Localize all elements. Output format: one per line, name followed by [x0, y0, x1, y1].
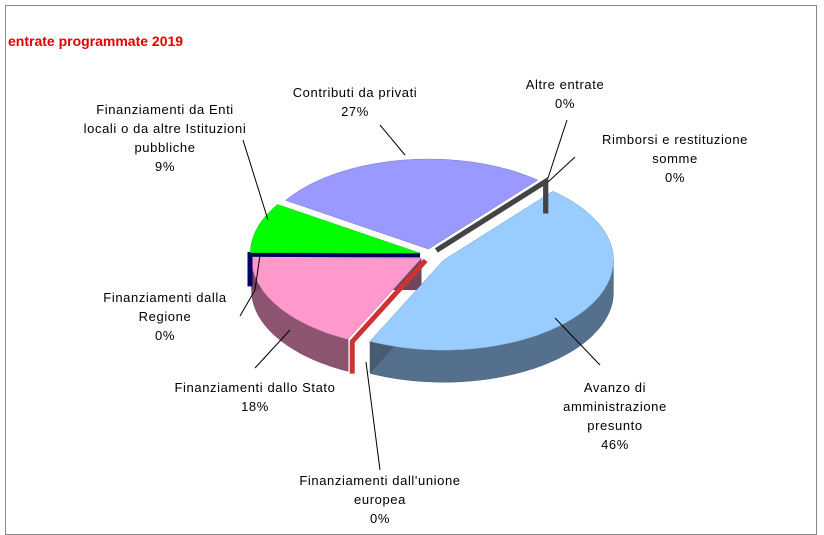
slice — [369, 191, 614, 351]
leader-line — [254, 329, 291, 369]
slice — [285, 158, 539, 250]
leader-line — [547, 156, 576, 183]
slice — [251, 257, 423, 340]
label-value: 0% — [155, 328, 175, 343]
slice-label: Finanziamenti dall'unione europea 0% — [295, 471, 465, 528]
label-value: 27% — [341, 104, 369, 119]
label-name: Finanziamenti dalla Regione — [103, 290, 227, 324]
label-name: Rimborsi e restituzione somme — [601, 132, 748, 166]
label-value: 46% — [601, 437, 629, 452]
leader-line — [365, 361, 381, 471]
slice-label: Finanziamenti da Enti locali o da altre … — [83, 100, 248, 176]
leader-line — [242, 139, 269, 221]
slice-label: Rimborsi e restituzione somme 0% — [600, 130, 750, 187]
label-name: Finanziamenti da Enti locali o da altre … — [83, 102, 247, 155]
label-name: Contributi da privati — [292, 85, 418, 100]
leader-line — [547, 119, 568, 179]
label-name: Finanziamenti dallo Stato — [174, 380, 336, 395]
slice-label: Avanzo di amministrazione presunto 46% — [545, 378, 685, 454]
chart-title: entrate programmate 2019 — [8, 33, 184, 49]
leader-line — [239, 254, 261, 317]
slice-zero — [247, 251, 421, 287]
slice-label: Altre entrate 0% — [500, 75, 630, 113]
slice — [250, 204, 421, 254]
slice-label: Finanziamenti dallo Stato 18% — [173, 378, 338, 416]
label-value: 9% — [155, 159, 175, 174]
slice-zero — [349, 258, 428, 374]
label-name: Altre entrate — [525, 77, 605, 92]
label-value: 0% — [370, 511, 390, 526]
label-value: 0% — [665, 170, 685, 185]
label-name: Avanzo di amministrazione presunto — [563, 380, 667, 433]
leader-line — [379, 124, 406, 156]
label-name: Finanziamenti dall'unione europea — [299, 473, 461, 507]
label-value: 18% — [241, 399, 269, 414]
slice-label: Contributi da privati 27% — [250, 83, 460, 121]
slice-zero — [435, 176, 549, 253]
leader-line — [554, 317, 601, 366]
slice-label: Finanziamenti dalla Regione 0% — [80, 288, 250, 345]
label-value: 0% — [555, 96, 575, 111]
